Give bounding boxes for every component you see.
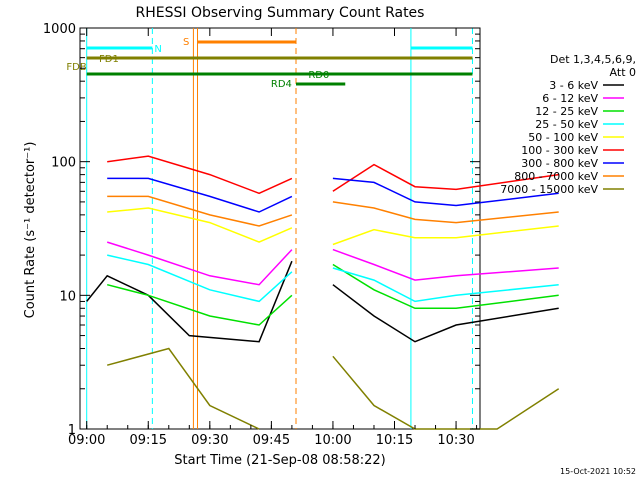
axis-ticks: 09:00 09:15 09:30 09:45 10:00 10:15 10:30 1 10 10…	[43, 22, 480, 448]
legend-item-label: 6 - 12 keV	[542, 92, 598, 105]
annotation-layer: N S FD1 FDB RD0 RD4	[66, 28, 473, 429]
legend-item-label: 3 - 6 keV	[549, 79, 598, 92]
legend-item-label: 7000 - 15000 keV	[500, 183, 598, 196]
series-line	[332, 177, 559, 207]
x-tick-label: 10:00	[314, 433, 351, 448]
series-line	[107, 347, 260, 430]
legend-item-label: 12 - 25 keV	[535, 105, 598, 118]
footer-timestamp: 15-Oct-2021 10:52	[560, 467, 636, 476]
x-tick-label: 09:45	[253, 433, 290, 448]
annotation-label-s: S	[183, 37, 189, 48]
series-line	[107, 177, 293, 213]
x-tick-label: 09:00	[68, 433, 105, 448]
series-line	[332, 248, 559, 281]
series-line	[86, 260, 293, 343]
x-tick-label: 09:15	[130, 433, 167, 448]
x-axis-label: Start Time (21-Sep-08 08:58:22)	[174, 453, 385, 468]
legend-item-label: 800 - 7000 keV	[514, 170, 598, 183]
series-layer	[86, 155, 560, 430]
series-line	[107, 283, 293, 326]
legend-header-line-2: Att 0	[610, 66, 636, 79]
annotation-label-rd0: RD0	[308, 70, 329, 81]
series-line	[332, 263, 559, 310]
y-tick-label: 10	[59, 289, 76, 304]
legend-item-label: 25 - 50 keV	[535, 118, 598, 131]
legend-item-label: 100 - 300 keV	[521, 144, 598, 157]
series-line	[107, 254, 293, 303]
x-tick-label: 10:30	[437, 433, 474, 448]
legend-header-line-1: Det 1,3,4,5,6,9,	[550, 53, 636, 66]
series-line	[332, 225, 559, 246]
series-line	[332, 163, 559, 192]
x-tick-label: 09:30	[191, 433, 228, 448]
series-line	[107, 207, 293, 243]
annotation-label-rd4: RD4	[271, 79, 292, 90]
y-tick-label: 100	[51, 156, 76, 171]
y-axis-label: Count Rate (s⁻¹ detector⁻¹)	[23, 142, 38, 319]
y-tick-label: 1	[68, 423, 76, 438]
series-line	[107, 155, 293, 195]
x-tick-label: 10:15	[376, 433, 413, 448]
series-line	[332, 267, 559, 303]
series-line	[332, 355, 560, 430]
annotation-label-fd1: FD1	[99, 54, 119, 65]
y-tick-label: 1000	[43, 22, 76, 37]
annotation-label-fdb: FDB	[66, 62, 86, 73]
annotation-label-n: N	[154, 44, 161, 55]
series-line	[106, 241, 293, 286]
legend-item-label: 50 - 100 keV	[528, 131, 598, 144]
chart-title: RHESSI Observing Summary Count Rates	[136, 5, 425, 21]
series-line	[332, 201, 559, 224]
plot-frame	[79, 27, 481, 430]
legend-item-label: 300 - 800 keV	[521, 157, 598, 170]
series-line	[332, 284, 559, 343]
series-line	[107, 195, 293, 227]
